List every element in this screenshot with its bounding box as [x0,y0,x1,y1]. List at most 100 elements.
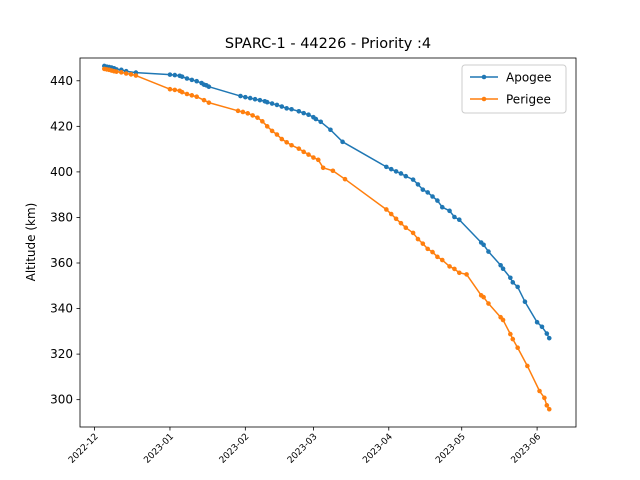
data-point-perigee [464,272,469,277]
data-point-apogee [447,208,452,214]
data-point-perigee [179,89,185,95]
data-point-apogee [194,78,200,84]
data-point-perigee [342,176,348,182]
data-point-perigee [184,91,190,97]
data-point-apogee [539,324,545,330]
chart-title: SPARC-1 - 44226 - Priority :4 [225,36,431,52]
data-point-perigee [306,152,311,157]
data-point-apogee [279,104,285,109]
data-point-perigee [123,71,129,76]
data-point-perigee [486,301,491,306]
data-point-perigee [510,336,516,342]
data-point-apogee [238,93,243,99]
data-point-apogee [243,94,248,100]
legend-swatch-marker [481,96,487,102]
data-point-perigee [403,225,409,230]
data-point-perigee [515,345,520,351]
data-point-apogee [515,284,520,290]
data-point-apogee [410,177,416,182]
data-point-perigee [393,216,399,222]
data-point-perigee [537,388,542,394]
data-point-perigee [128,72,134,77]
y-tick-label: 300 [50,393,73,407]
data-point-apogee [403,173,409,179]
data-point-perigee [189,93,195,98]
data-point-apogee [172,72,178,78]
data-point-apogee [340,139,345,145]
data-point-perigee [274,132,280,137]
data-point-apogee [313,116,319,122]
data-point-perigee [546,406,552,412]
data-point-apogee [296,109,302,114]
y-tick-label: 380 [50,210,73,224]
data-point-apogee [269,101,275,106]
data-point-apogee [274,102,280,108]
data-point-perigee [279,136,285,142]
data-point-apogee [481,242,486,248]
data-point-perigee [255,115,260,120]
data-point-apogee [500,266,506,271]
data-point-apogee [439,204,445,210]
data-point-perigee [260,119,265,124]
legend-swatch-marker [481,74,487,80]
data-point-apogee [415,182,421,187]
data-point-perigee [435,254,440,260]
data-point-perigee [430,249,435,255]
data-point-apogee [425,190,430,195]
data-point-perigee [420,241,426,246]
data-point-apogee [189,77,195,83]
data-point-apogee [452,214,457,220]
data-point-perigee [284,139,289,145]
data-point-apogee [393,169,399,174]
data-point-perigee [167,86,173,92]
data-point-perigee [206,100,212,105]
data-point-perigee [264,124,270,129]
data-point-perigee [269,128,275,134]
y-tick-label: 440 [50,74,73,88]
data-point-perigee [235,108,241,114]
y-tick-label: 360 [50,256,73,270]
data-point-perigee [525,363,530,369]
data-point-apogee [508,275,513,281]
data-point-apogee [498,262,503,268]
data-point-apogee [384,164,389,170]
data-point-apogee [264,99,270,105]
data-point-perigee [439,257,445,263]
y-tick-label: 420 [50,119,73,133]
data-point-apogee [420,187,426,192]
data-point-perigee [311,155,316,160]
data-point-perigee [296,146,302,151]
data-point-perigee [320,165,326,171]
data-point-perigee [289,142,294,148]
data-point-apogee [206,84,212,89]
data-point-perigee [315,157,321,163]
data-point-perigee [388,211,394,217]
data-point-apogee [301,110,306,116]
data-point-apogee [522,299,528,305]
data-point-perigee [452,266,457,272]
data-point-apogee [184,76,190,81]
data-point-apogee [456,217,462,223]
data-point-perigee [201,97,207,103]
data-point-apogee [257,97,263,103]
data-point-apogee [510,280,516,285]
data-point-perigee [542,395,547,401]
data-point-perigee [481,294,486,300]
data-point-perigee [425,246,430,252]
data-point-perigee [240,109,246,115]
legend-label: Apogee [506,71,552,85]
y-axis-label: Altitude (km) [24,203,38,282]
data-point-perigee [447,264,452,269]
data-point-apogee [430,194,435,199]
data-point-perigee [398,220,404,226]
data-point-apogee [318,119,324,125]
y-tick-label: 400 [50,165,73,179]
data-point-apogee [179,74,185,79]
data-point-perigee [456,270,462,276]
data-point-apogee [486,249,491,254]
data-point-apogee [388,166,394,172]
data-point-perigee [133,73,139,78]
data-point-apogee [247,95,253,101]
legend: Apogee Perigee [461,64,567,114]
